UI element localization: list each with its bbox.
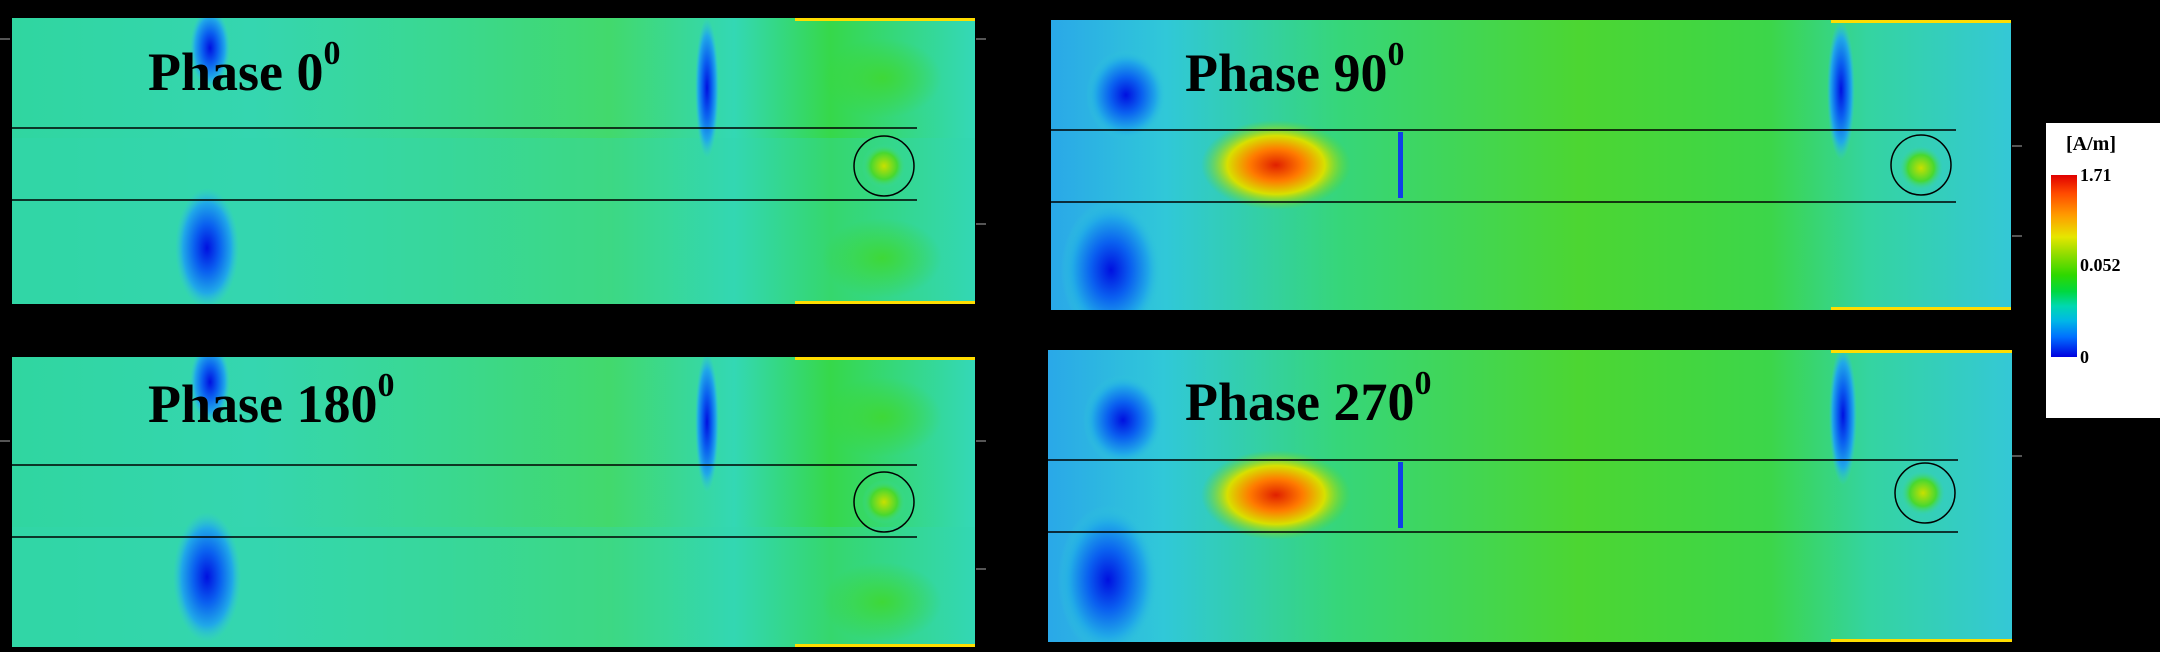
tick-mark	[976, 568, 986, 570]
field-plot-phase-270: Phase 2700	[1048, 350, 2012, 642]
tick-mark	[2012, 235, 2022, 237]
field-plot-phase-180: Phase 1800	[12, 357, 975, 647]
colorbar-legend: [A/m] 1.71 0.052 0	[2046, 123, 2160, 418]
tick-mark	[2012, 145, 2022, 147]
colorbar-mid-label: 0.052	[2080, 255, 2121, 275]
tick-mark	[0, 38, 10, 40]
colorbar-unit: [A/m]	[2066, 133, 2116, 155]
tick-mark	[0, 440, 10, 442]
phase-label: Phase 900	[1185, 36, 1405, 103]
field-plot-phase-90: Phase 900	[1051, 20, 2011, 310]
colorbar-gradient	[2051, 175, 2077, 357]
colorbar-max-label: 1.71	[2080, 165, 2112, 185]
phase-label: Phase 2700	[1185, 365, 1432, 432]
phase-label: Phase 1800	[148, 367, 395, 434]
tick-mark	[976, 223, 986, 225]
colorbar-min-label: 0	[2080, 347, 2089, 367]
phase-label: Phase 00	[148, 35, 341, 102]
tick-mark	[2012, 455, 2022, 457]
tick-mark	[976, 440, 986, 442]
field-plot-phase-0: Phase 00	[12, 18, 975, 304]
tick-mark	[976, 38, 986, 40]
